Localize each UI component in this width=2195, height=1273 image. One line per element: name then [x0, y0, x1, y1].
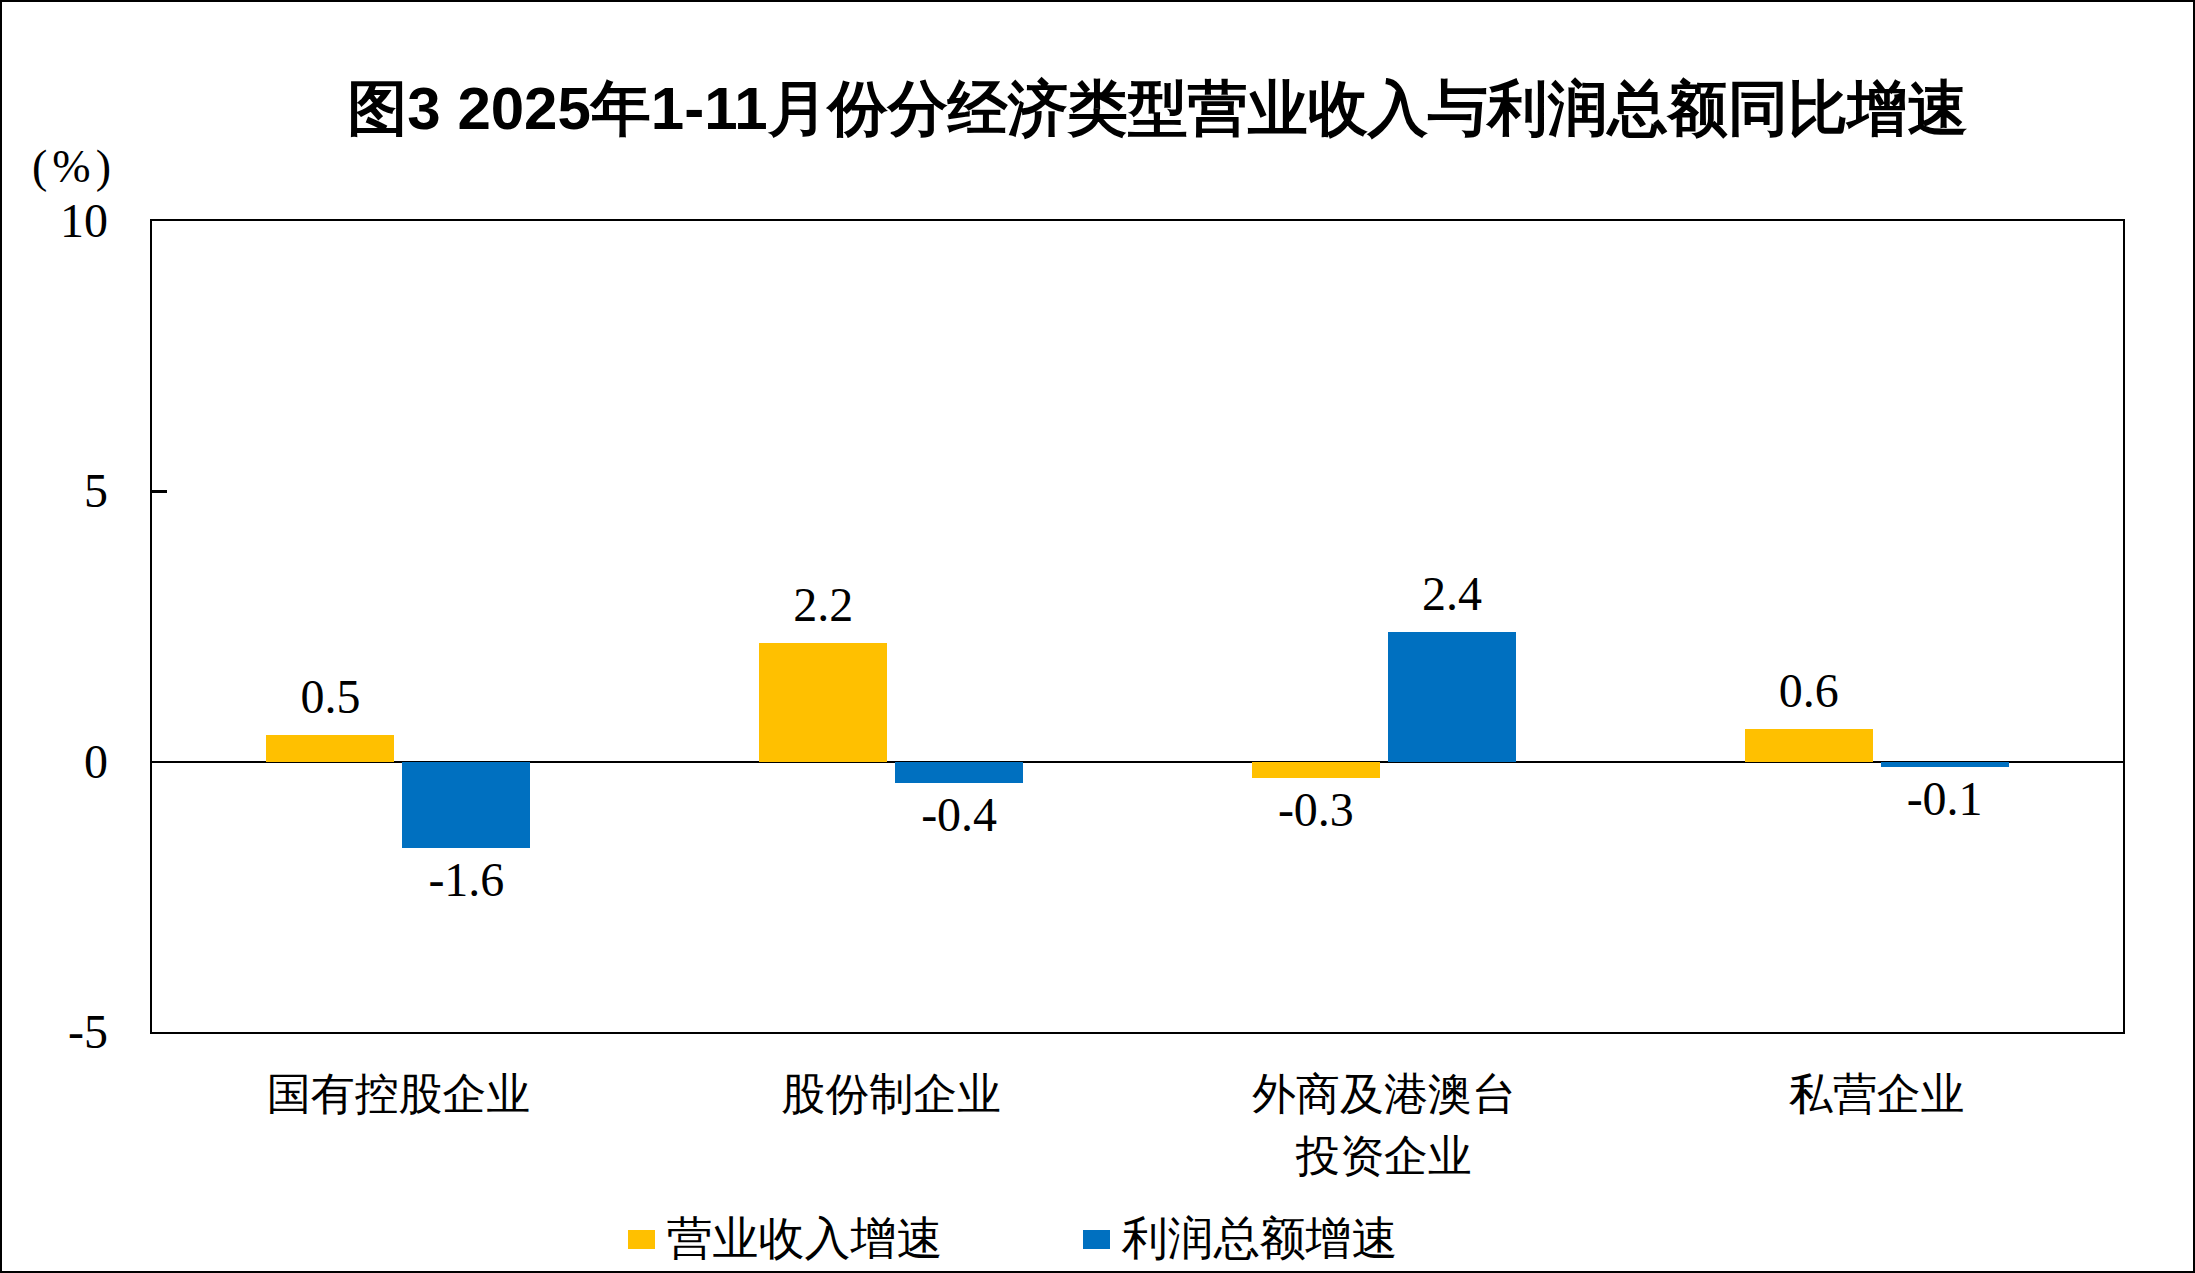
y-axis-tick-label: 10	[2, 197, 108, 245]
profit-growth-bar	[1388, 632, 1516, 762]
y-axis-unit-label: (%)	[32, 144, 116, 190]
legend-item-profit-growth: 利润总额增速	[1083, 1216, 1398, 1262]
profit-growth-bar	[895, 762, 1023, 784]
revenue-growth-bar	[266, 735, 394, 762]
legend-item-revenue-growth: 营业收入增速	[628, 1216, 943, 1262]
profit-growth-bar	[1881, 762, 2009, 767]
legend-label: 营业收入增速	[667, 1216, 943, 1262]
legend-label: 利润总额增速	[1122, 1216, 1398, 1262]
revenue-growth-bar	[1745, 729, 1873, 761]
x-axis-category-label: 私营企业	[1627, 1064, 2127, 1126]
data-label: 2.2	[713, 581, 933, 629]
revenue-growth-legend-marker	[628, 1230, 655, 1249]
x-axis-category-label: 股份制企业	[641, 1064, 1141, 1126]
x-axis-category-label: 外商及港澳台 投资企业	[1134, 1064, 1634, 1189]
data-label: -1.6	[356, 856, 576, 904]
data-label: -0.4	[849, 791, 1069, 839]
y-axis-tick-label: -5	[2, 1008, 108, 1056]
data-label: 0.6	[1699, 667, 1919, 715]
profit-growth-bar	[402, 762, 530, 849]
revenue-growth-bar	[759, 643, 887, 762]
data-label: -0.1	[1835, 775, 2055, 823]
y-axis-tick-label: 0	[2, 738, 108, 786]
profit-growth-legend-marker	[1083, 1230, 1110, 1249]
data-label: 2.4	[1342, 570, 1562, 618]
revenue-growth-bar	[1252, 762, 1380, 778]
data-label: -0.3	[1206, 786, 1426, 834]
y-axis-tick	[152, 490, 167, 493]
plot-area: 0.5 -1.6 2.2 -0.4 -0.3 2.4 0.6 -0.1	[150, 219, 2125, 1034]
legend: 营业收入增速 利润总额增速	[0, 1216, 2108, 1262]
x-axis-category-label: 国有控股企业	[148, 1064, 648, 1126]
data-label: 0.5	[220, 673, 440, 721]
chart-title: 图3 2025年1-11月份分经济类型营业收入与利润总额同比增速	[2, 76, 2193, 142]
chart-canvas: 图3 2025年1-11月份分经济类型营业收入与利润总额同比增速 (%) 0.5…	[0, 0, 2195, 1273]
y-axis-tick-label: 5	[2, 467, 108, 515]
